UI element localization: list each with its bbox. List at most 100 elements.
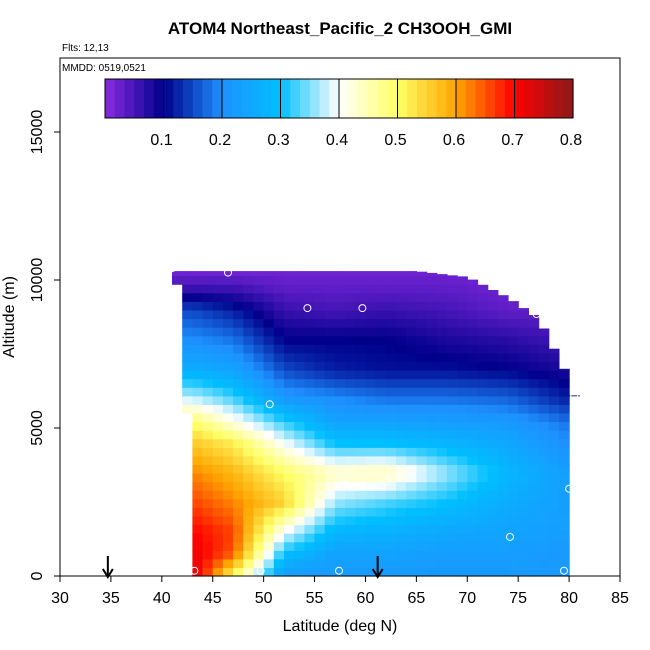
- curtain-cell: [192, 481, 204, 491]
- colorbar-tick-label: 0.4: [326, 132, 348, 149]
- curtain-cell: [538, 387, 550, 397]
- curtain-cell: [243, 275, 255, 285]
- curtain-cell: [477, 464, 489, 474]
- curtain-cell: [528, 370, 540, 380]
- curtain-cell: [294, 421, 305, 431]
- curtain-cell: [518, 318, 529, 328]
- curtain-cell: [314, 481, 326, 491]
- curtain-cell: [324, 301, 336, 311]
- curtain-cell: [375, 404, 387, 414]
- curtain-cell: [324, 387, 336, 397]
- curtain-cell: [233, 430, 244, 440]
- curtain-cell: [355, 515, 367, 526]
- curtain-cell: [243, 541, 255, 551]
- curtain-cell: [202, 550, 214, 560]
- observation-point: [224, 268, 232, 277]
- curtain-cell: [243, 515, 255, 526]
- curtain-cell: [182, 361, 193, 371]
- colorbar-segment: [261, 79, 272, 118]
- curtain-cell: [426, 404, 438, 414]
- curtain-cell: [538, 447, 550, 457]
- curtain-cell: [263, 309, 275, 320]
- curtain-cell: [314, 464, 326, 474]
- curtain-cell: [253, 524, 265, 534]
- curtain-cell: [243, 490, 255, 500]
- curtain-cell: [528, 541, 540, 551]
- curtain-cell: [243, 567, 255, 577]
- curtain-cell: [263, 447, 275, 457]
- curtain-cell: [385, 533, 397, 543]
- curtain-cell: [324, 550, 336, 560]
- curtain-cell: [273, 378, 285, 388]
- curtain-cell: [416, 515, 428, 526]
- curtain-cell: [222, 438, 234, 448]
- curtain-cell: [538, 335, 550, 345]
- curtain-cell: [233, 438, 244, 448]
- curtain-cell: [396, 550, 407, 560]
- curtain-cell: [314, 473, 326, 483]
- curtain-cell: [467, 387, 479, 397]
- curtain-cell: [355, 524, 367, 534]
- curtain-cell: [212, 447, 224, 457]
- curtain-cell: [497, 533, 509, 543]
- curtain-cell: [284, 361, 295, 371]
- curtain-cell: [294, 533, 305, 543]
- flights-label: Flts: 12,13: [62, 43, 109, 54]
- curtain-cell: [253, 271, 265, 277]
- curtain-cell: [233, 412, 244, 423]
- curtain-cell: [436, 344, 448, 354]
- curtain-cell: [243, 361, 255, 371]
- curtain-cell: [284, 550, 295, 560]
- curtain-cell: [202, 284, 214, 294]
- curtain-cell: [253, 327, 265, 337]
- curtain-cell: [263, 301, 275, 311]
- curtain-cell: [273, 327, 285, 337]
- curtain-cell: [222, 498, 234, 508]
- curtain-cell: [314, 507, 326, 517]
- curtain-cell: [233, 464, 244, 474]
- curtain-cell: [324, 309, 336, 320]
- curtain-cell: [314, 412, 326, 423]
- curtain-cell: [222, 473, 234, 483]
- x-axis-label: Latitude (deg N): [283, 618, 398, 635]
- curtain-cell: [518, 335, 529, 345]
- curtain-cell: [548, 455, 560, 465]
- curtain-cell: [202, 378, 214, 388]
- curtain-cell: [222, 558, 234, 568]
- curtain-cell: [446, 284, 458, 294]
- curtain-cell: [304, 550, 316, 560]
- curtain-cell: [355, 309, 367, 320]
- curtain-cell: [182, 387, 193, 397]
- curtain-cell: [314, 352, 326, 362]
- curtain-cell: [304, 352, 316, 362]
- curtain-cell: [243, 301, 255, 311]
- curtain-cell: [202, 352, 214, 362]
- curtain-cell: [212, 361, 224, 371]
- curtain-cell: [416, 335, 428, 345]
- curtain-cell: [558, 481, 570, 491]
- curtain-cell: [222, 464, 234, 474]
- curtain-cell: [497, 481, 509, 491]
- curtain-cell: [304, 558, 316, 568]
- curtain-cell: [457, 455, 468, 465]
- curtain-cell: [284, 558, 295, 568]
- curtain-cell: [477, 404, 489, 414]
- curtain-cell: [396, 507, 407, 517]
- curtain-cell: [518, 498, 529, 508]
- curtain-cell: [375, 327, 387, 337]
- curtain-cell: [334, 301, 346, 311]
- curtain-cell: [365, 284, 377, 294]
- curtain-cell: [202, 292, 214, 302]
- curtain-cell: [243, 438, 255, 448]
- curtain-cell: [202, 498, 214, 508]
- curtain-cell: [294, 387, 305, 397]
- curtain-cell: [324, 335, 336, 345]
- curtain-cell: [294, 567, 305, 577]
- curtain-cell: [385, 309, 397, 320]
- curtain-cell: [497, 473, 509, 483]
- curtain-cell: [345, 464, 356, 474]
- curtain-cell: [436, 507, 448, 517]
- curtain-cell: [416, 524, 428, 534]
- curtain-cell: [253, 378, 265, 388]
- curtain-cell: [457, 558, 468, 568]
